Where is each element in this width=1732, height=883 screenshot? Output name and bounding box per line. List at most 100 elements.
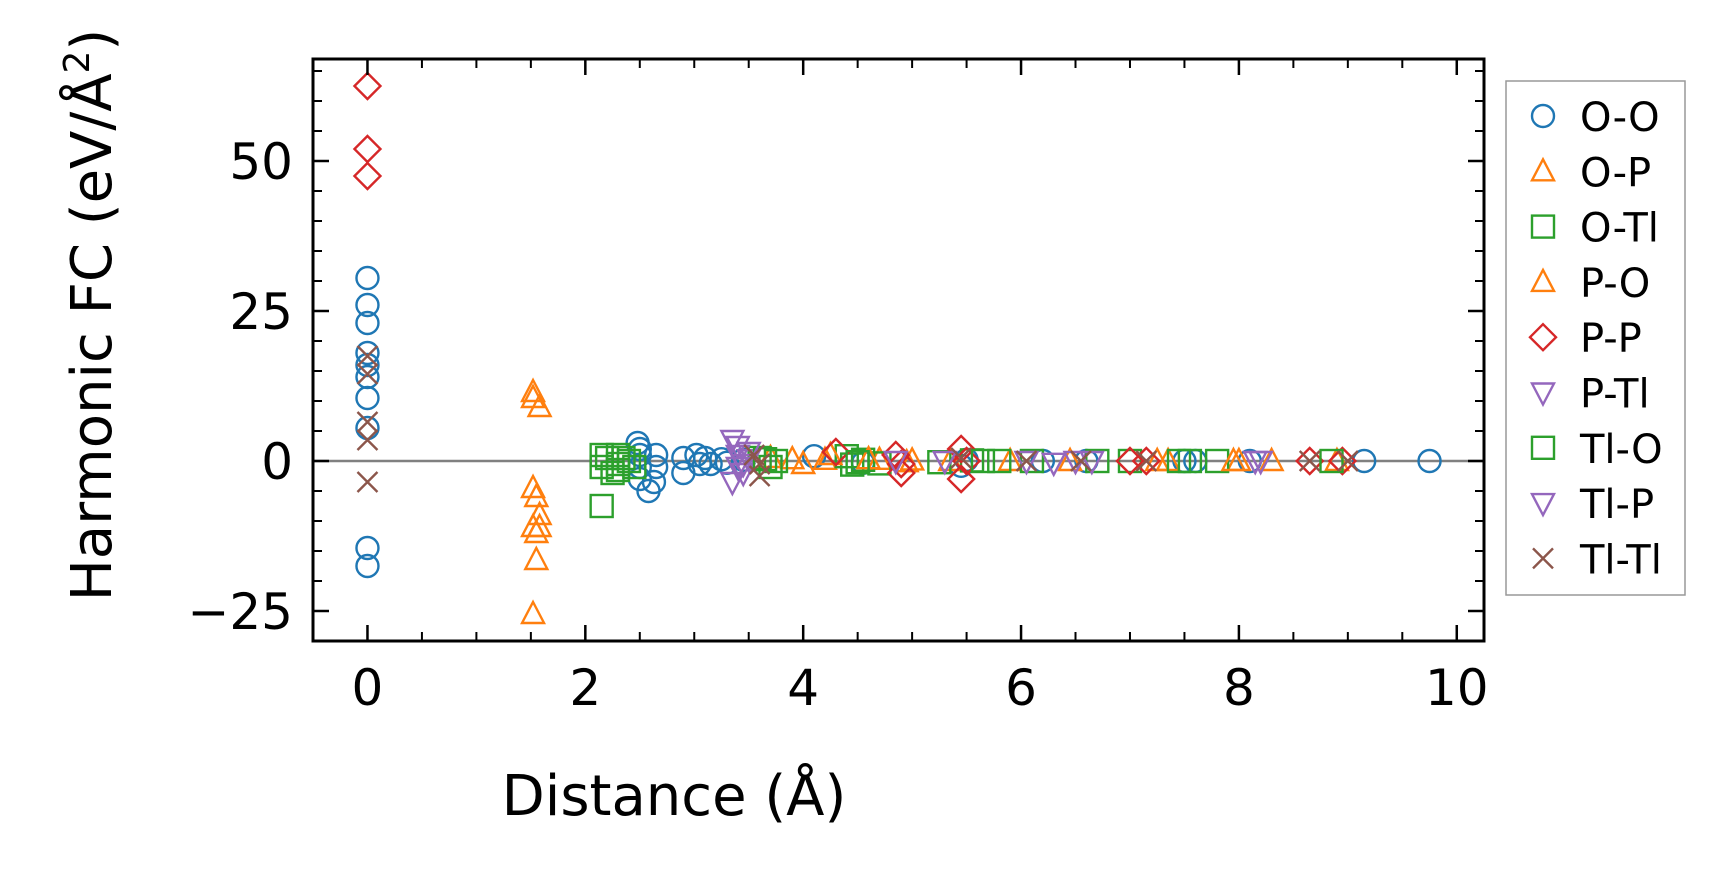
legend-marker: [1532, 547, 1554, 570]
data-point: [987, 448, 1012, 474]
y-tick-label: 25: [229, 283, 293, 341]
data-point: [352, 134, 383, 164]
legend-label: Tl-P: [1579, 482, 1654, 528]
data-point: [719, 429, 746, 455]
data-point: [356, 363, 379, 385]
data-point: [520, 473, 547, 499]
series-o-o: [355, 265, 1442, 579]
data-point: [355, 415, 380, 441]
data-point: [1242, 450, 1269, 476]
data-point: [1336, 450, 1359, 472]
series-p-p: [352, 71, 1358, 494]
data-point: [1258, 446, 1285, 472]
data-point: [355, 340, 380, 366]
data-point: [951, 446, 982, 476]
data-point: [356, 411, 379, 433]
legend-label: O-O: [1580, 95, 1660, 141]
data-point: [641, 469, 667, 495]
data-point: [526, 500, 553, 526]
y-tick-label: 0: [261, 433, 293, 491]
data-point: [730, 462, 757, 488]
y-axis-label-superscript: 2: [57, 51, 98, 74]
series-o-p: [520, 377, 1285, 625]
data-point: [611, 445, 636, 471]
data-point: [724, 456, 751, 482]
data-point: [758, 454, 783, 480]
data-point: [1131, 446, 1162, 476]
data-point: [1117, 448, 1143, 474]
legend-entry: O-O: [1530, 95, 1660, 141]
legend-label: O-P: [1580, 150, 1651, 196]
data-point: [1298, 450, 1321, 472]
data-point: [1295, 446, 1325, 476]
data-point: [845, 450, 870, 475]
y-axis-label-close: ): [60, 29, 125, 51]
data-point: [821, 437, 851, 467]
data-point: [355, 352, 380, 378]
legend-marker: [1528, 322, 1558, 352]
legend-label: Tl-Tl: [1579, 537, 1662, 583]
data-point: [352, 161, 383, 191]
x-axis-label: Distance (Å): [502, 763, 847, 829]
legend-label: P-Tl: [1580, 372, 1650, 418]
data-point: [356, 345, 379, 367]
legend-entry: P-Tl: [1530, 372, 1650, 418]
data-point: [698, 451, 723, 477]
data-point: [1144, 446, 1171, 472]
legend-marker: [1530, 214, 1556, 239]
data-point: [1220, 446, 1247, 472]
legend-entry: P-O: [1530, 261, 1650, 307]
x-tick-label: 4: [787, 659, 819, 717]
data-point: [1057, 446, 1084, 472]
data-point: [352, 71, 383, 101]
legend-marker: [1530, 103, 1556, 129]
data-point: [526, 512, 553, 538]
data-point: [1070, 450, 1092, 472]
data-point: [950, 447, 972, 469]
legend-entry: Tl-Tl: [1532, 537, 1662, 583]
data-point: [970, 448, 996, 474]
data-point: [1166, 448, 1192, 474]
axes: 0 2 4 6 8 10 −25 0 25 50: [187, 57, 1489, 717]
data-point: [1417, 448, 1442, 474]
legend-marker: [1530, 492, 1556, 518]
data-point: [355, 535, 380, 561]
series-tl-tl: [356, 345, 1359, 493]
data-point: [355, 265, 380, 291]
data-point: [719, 471, 746, 497]
data-point: [1135, 450, 1158, 472]
data-point: [882, 450, 909, 476]
legend-label: Tl-O: [1579, 427, 1663, 473]
data-point: [1015, 450, 1038, 472]
data-point: [931, 450, 958, 476]
legend-marker: [1530, 267, 1556, 293]
x-tick-label: 10: [1425, 659, 1489, 717]
x-tick-label: 6: [1005, 659, 1037, 717]
y-axis-label-main: Harmonic FC (eV/Å: [59, 73, 125, 601]
data-point: [1013, 450, 1040, 476]
data-point: [355, 385, 380, 411]
y-axis-label: Harmonic FC (eV/Å2): [57, 29, 125, 602]
data-point: [355, 310, 380, 336]
legend-entry: Tl-O: [1530, 427, 1663, 473]
data-point: [1319, 448, 1344, 474]
data-point: [589, 493, 614, 519]
data-point: [886, 449, 916, 479]
x-tick-label: 0: [352, 659, 384, 717]
data-point: [748, 465, 771, 487]
legend-label: O-Tl: [1580, 206, 1659, 252]
plot-frame: [311, 57, 1486, 643]
data-point: [355, 553, 380, 579]
data-point: [523, 545, 550, 571]
x-tick-label: 2: [569, 659, 601, 717]
data-point: [1078, 450, 1105, 476]
legend-entry: O-P: [1530, 150, 1651, 196]
data-point: [1351, 448, 1377, 474]
data-point: [356, 429, 379, 451]
data-point: [881, 440, 911, 470]
legend-entry: Tl-P: [1530, 482, 1654, 528]
data-point: [356, 471, 379, 493]
legend-label: P-O: [1580, 261, 1650, 307]
data-point: [946, 464, 976, 494]
